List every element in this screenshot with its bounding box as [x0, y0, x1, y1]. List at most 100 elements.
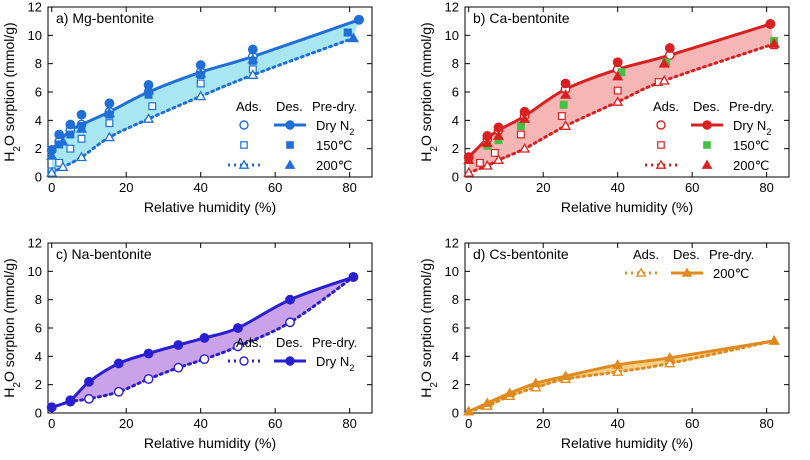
- data-point: [247, 69, 259, 79]
- data-point: [76, 109, 87, 120]
- chart-panel-na: 0 20 40 60 80 0 2 4 6 8 10 12 Relative humidity (%) H…: [1, 236, 373, 451]
- legend-header: Des.: [693, 99, 720, 114]
- data-point: [612, 366, 624, 376]
- chart-panel-mg: 0 20 40 60 80 0 2 4 6 8 10 12 Relative humidity (%) H…: [1, 0, 373, 215]
- data-point: [113, 386, 124, 397]
- panel-title: c) Na-bentonite: [56, 246, 152, 262]
- data-point: [612, 359, 624, 369]
- hysteresis-area: [51, 19, 359, 173]
- legend-marker: [656, 120, 666, 130]
- data-point: [196, 79, 205, 88]
- y-tick-label: 8: [452, 56, 459, 71]
- data-point: [560, 78, 571, 89]
- data-point: [768, 38, 780, 48]
- data-point: [559, 370, 572, 381]
- legend-marker: [240, 141, 248, 149]
- legend-header: Des.: [276, 99, 303, 114]
- legend-marker: [681, 267, 693, 277]
- desorption-curve: [467, 339, 776, 414]
- adsorption-curve: [50, 275, 355, 409]
- legend-marker: [655, 159, 667, 169]
- legend-header: Ads.: [236, 335, 262, 350]
- data-point: [148, 102, 157, 111]
- y-axis-label: H2O sorption (mmol/g): [418, 22, 440, 161]
- adsorption-curve: [50, 36, 355, 175]
- legend-marker: [239, 356, 249, 366]
- data-point: [173, 340, 184, 350]
- legend-header: Pre-dry.: [729, 99, 774, 114]
- data-point: [66, 144, 75, 153]
- chart-panel-ca: 0 20 40 60 80 0 2 4 6 8 10 12 Relative humidity (%) H…: [418, 0, 790, 215]
- data-point: [612, 57, 623, 68]
- legend-header: Pre-dry.: [312, 99, 357, 114]
- legend-marker: [657, 141, 665, 149]
- data-point: [143, 348, 154, 359]
- x-tick-label: 60: [268, 180, 282, 195]
- panel-title: d) Cs-bentonite: [473, 246, 569, 262]
- x-tick-label: 20: [536, 416, 550, 431]
- y-tick-label: 2: [452, 141, 459, 156]
- data-point: [765, 19, 776, 29]
- y-tick-label: 6: [35, 85, 42, 100]
- x-tick-label: 40: [610, 416, 624, 431]
- data-point: [199, 333, 210, 343]
- data-point: [173, 362, 184, 373]
- legend-header: Pre-dry.: [312, 335, 357, 350]
- data-point: [613, 86, 622, 95]
- data-point: [285, 294, 295, 305]
- legend-label: 200℃: [713, 266, 749, 281]
- data-point: [463, 166, 475, 177]
- data-point: [46, 402, 57, 413]
- desorption-curve: [50, 275, 355, 409]
- y-tick-label: 12: [28, 0, 42, 15]
- x-axis-label: Relative humidity (%): [561, 435, 693, 451]
- data-point: [492, 154, 505, 164]
- data-point: [664, 43, 675, 53]
- x-tick-label: 20: [536, 180, 550, 195]
- y-tick-label: 0: [35, 170, 42, 185]
- data-point: [65, 119, 76, 130]
- y-tick-label: 2: [35, 141, 42, 156]
- data-point: [46, 166, 58, 177]
- data-point: [247, 44, 258, 55]
- legend-marker: [239, 120, 249, 130]
- y-axis-label: H2O sorption (mmol/g): [1, 258, 23, 397]
- x-axis-label: Relative humidity (%): [144, 199, 276, 215]
- x-tick-label: 80: [759, 180, 773, 195]
- legend-marker: [703, 141, 711, 149]
- data-point: [481, 137, 493, 147]
- y-tick-label: 2: [35, 377, 42, 392]
- x-tick-label: 80: [342, 416, 356, 431]
- y-tick-label: 4: [35, 349, 42, 364]
- data-point: [354, 14, 364, 25]
- data-point: [612, 70, 624, 81]
- data-point: [559, 100, 568, 109]
- adsorption-curve: [467, 339, 776, 414]
- data-point: [142, 113, 155, 123]
- data-point: [195, 67, 207, 78]
- y-axis-label: H2O sorption (mmol/g): [1, 22, 23, 161]
- data-point: [142, 84, 155, 95]
- x-tick-label: 40: [610, 180, 624, 195]
- data-point: [463, 154, 475, 164]
- x-tick-label: 0: [48, 180, 55, 195]
- y-tick-label: 12: [28, 236, 42, 251]
- y-tick-label: 2: [452, 377, 459, 392]
- data-point: [84, 376, 94, 387]
- data-point: [519, 142, 531, 153]
- data-point: [247, 53, 259, 64]
- legend-marker: [635, 267, 647, 277]
- y-tick-label: 4: [35, 113, 42, 128]
- data-point: [516, 122, 525, 130]
- data-point: [77, 134, 86, 143]
- data-point: [57, 135, 69, 146]
- data-point: [233, 341, 243, 352]
- data-point: [57, 161, 69, 172]
- data-point: [504, 387, 516, 398]
- data-point: [199, 354, 210, 365]
- data-point: [490, 148, 499, 157]
- data-point: [658, 58, 670, 68]
- data-point: [348, 272, 359, 282]
- x-tick-label: 60: [685, 180, 699, 195]
